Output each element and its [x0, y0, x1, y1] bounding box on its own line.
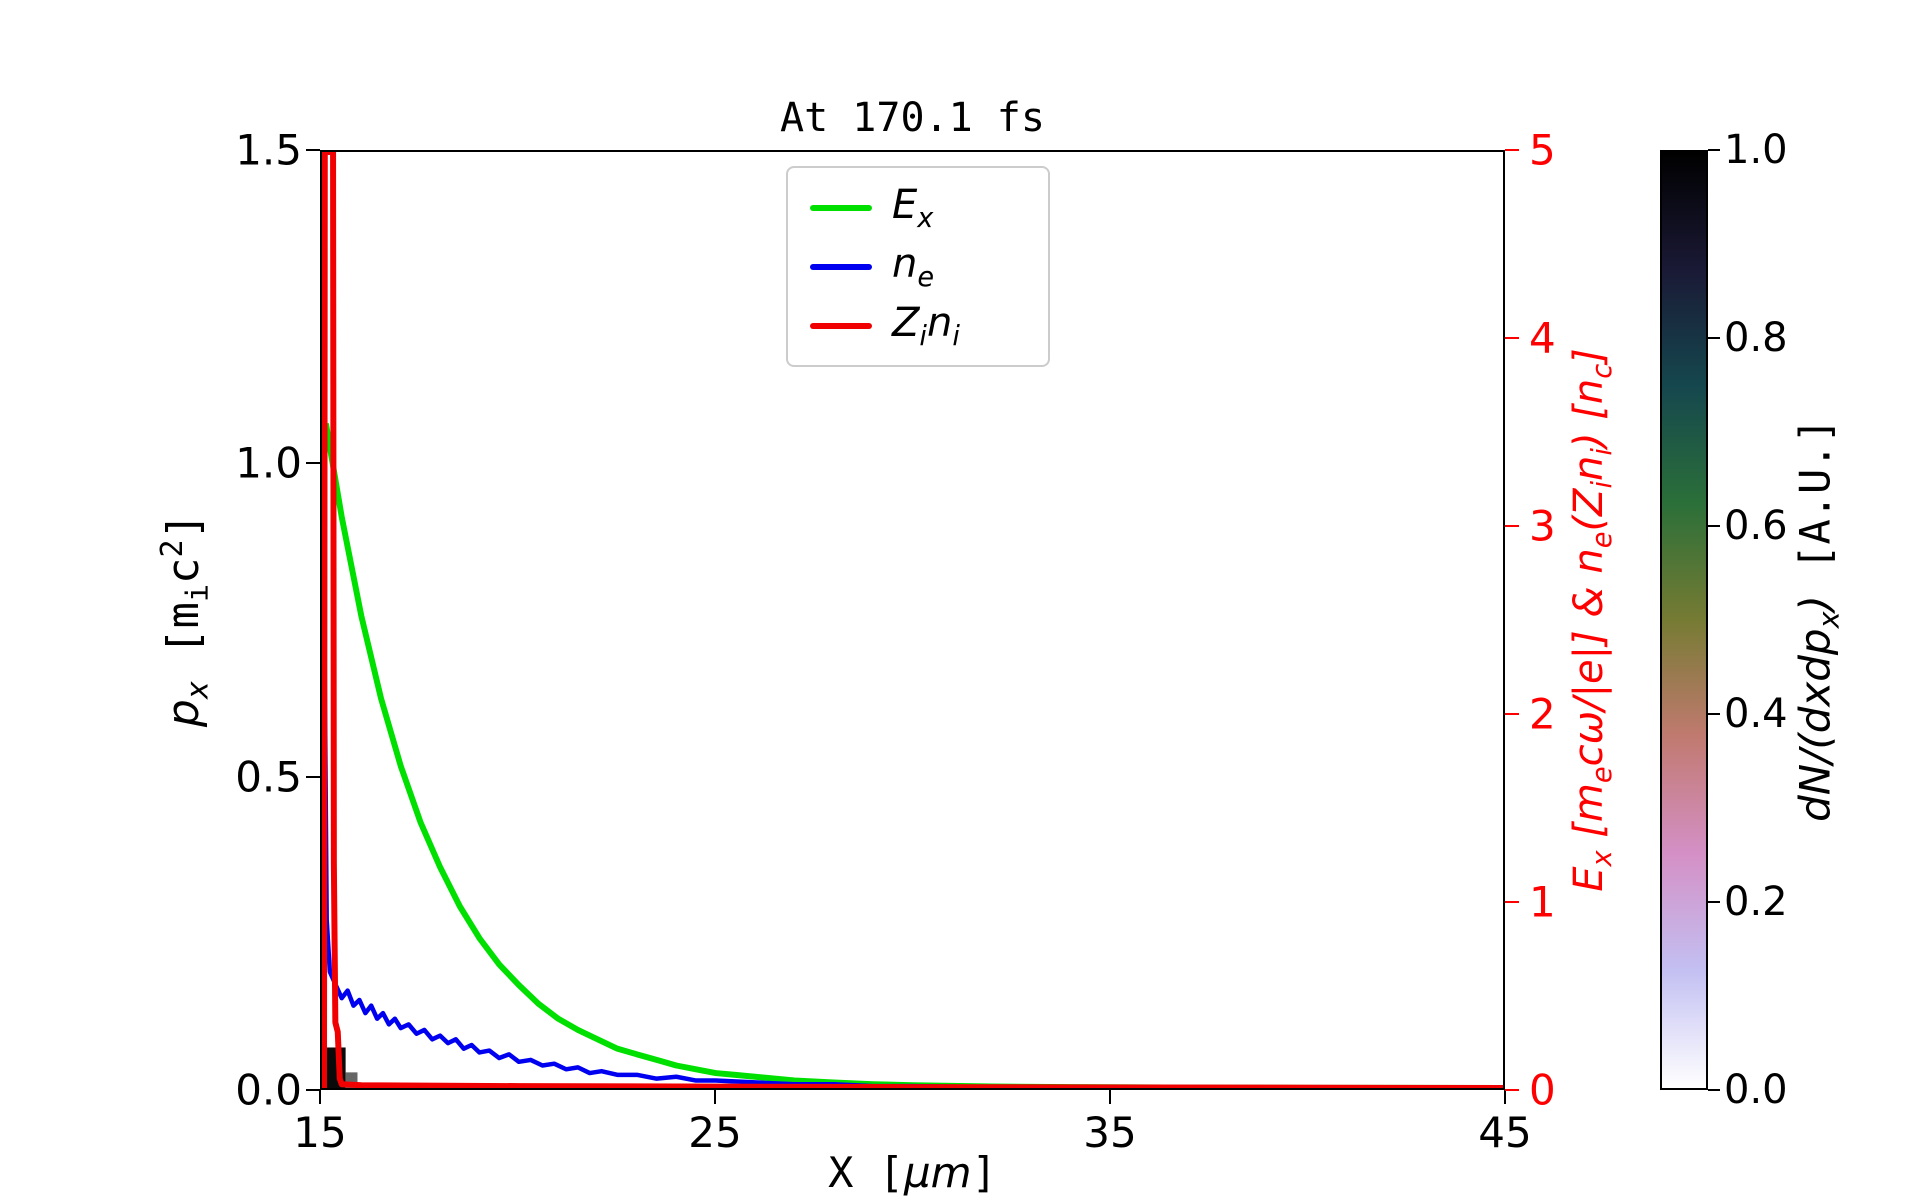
y-left-tick-label: 0.0: [235, 1065, 302, 1115]
legend-item-ne: ne: [810, 241, 1038, 293]
y-right-tick-mark: [1505, 525, 1519, 527]
y-right-tick-mark: [1505, 1089, 1519, 1091]
legend-label-ex: Ex: [892, 181, 934, 234]
colorbar-tick-mark: [1708, 713, 1720, 715]
y-right-tick-label: 4: [1529, 313, 1556, 363]
colorbar-tick-mark: [1708, 901, 1720, 903]
plot-title: At 170.1 fs: [780, 95, 1045, 141]
series-zini-line: [322, 152, 1503, 1088]
colorbar-label: dN/(dxdpx) [A.U.]: [1790, 418, 1846, 822]
legend-label-zini: Zini: [892, 299, 960, 352]
legend-line-sample-zini: [810, 322, 872, 329]
x-tick-mark: [1504, 1090, 1506, 1104]
y-right-tick-mark: [1505, 149, 1519, 151]
y-right-axis-label: Ex [mecω/|e|] & ne(Zini) [nc]: [1566, 348, 1618, 892]
colorbar-gradient: [1662, 152, 1706, 1088]
colorbar-tick-label: 0.0: [1724, 1067, 1788, 1113]
y-right-tick-label: 1: [1529, 877, 1556, 927]
y-right-tick-label: 5: [1529, 125, 1556, 175]
y-left-tick-mark: [306, 1089, 320, 1091]
y-right-tick-label: 0: [1529, 1065, 1556, 1115]
y-right-tick-mark: [1505, 713, 1519, 715]
legend-label-ne: ne: [892, 240, 935, 293]
x-tick-mark: [1109, 1090, 1111, 1104]
x-tick-label: 15: [293, 1108, 347, 1157]
x-tick-mark: [319, 1090, 321, 1104]
x-tick-label: 35: [1083, 1108, 1137, 1157]
y-left-tick-mark: [306, 149, 320, 151]
colorbar-tick-label: 1.0: [1724, 127, 1788, 173]
legend: Ex ne Zini: [786, 166, 1050, 367]
y-left-tick-label: 1.5: [235, 125, 302, 175]
legend-line-sample-ex: [810, 204, 872, 211]
y-left-tick-label: 0.5: [235, 752, 302, 802]
y-right-tick-label: 3: [1529, 501, 1556, 551]
colorbar-tick-mark: [1708, 149, 1720, 151]
colorbar-tick-mark: [1708, 1089, 1720, 1091]
colorbar-tick-mark: [1708, 525, 1720, 527]
colorbar-tick-mark: [1708, 337, 1720, 339]
plot-canvas: [322, 152, 1503, 1088]
plot-area: Ex ne Zini: [320, 150, 1505, 1090]
x-tick-mark: [714, 1090, 716, 1104]
colorbar-tick-label: 0.2: [1724, 879, 1788, 925]
x-tick-label: 45: [1478, 1108, 1532, 1157]
y-right-tick-label: 2: [1529, 689, 1556, 739]
colorbar-tick-label: 0.6: [1724, 503, 1788, 549]
x-tick-label: 25: [688, 1108, 742, 1157]
legend-item-ex: Ex: [810, 182, 1038, 234]
colorbar-tick-label: 0.8: [1724, 315, 1788, 361]
y-right-tick-mark: [1505, 901, 1519, 903]
y-left-axis-label: px [mic2]: [154, 512, 216, 728]
series-ne-line: [322, 542, 1503, 1088]
y-left-tick-mark: [306, 776, 320, 778]
series-ex-line: [322, 422, 1503, 1088]
y-right-tick-mark: [1505, 337, 1519, 339]
legend-item-zini: Zini: [810, 300, 1038, 352]
x-axis-label: X [μm]: [828, 1148, 997, 1197]
colorbar: [1660, 150, 1708, 1090]
legend-line-sample-ne: [810, 263, 872, 270]
y-left-tick-label: 1.0: [235, 438, 302, 488]
colorbar-tick-label: 0.4: [1724, 691, 1788, 737]
y-left-tick-mark: [306, 462, 320, 464]
